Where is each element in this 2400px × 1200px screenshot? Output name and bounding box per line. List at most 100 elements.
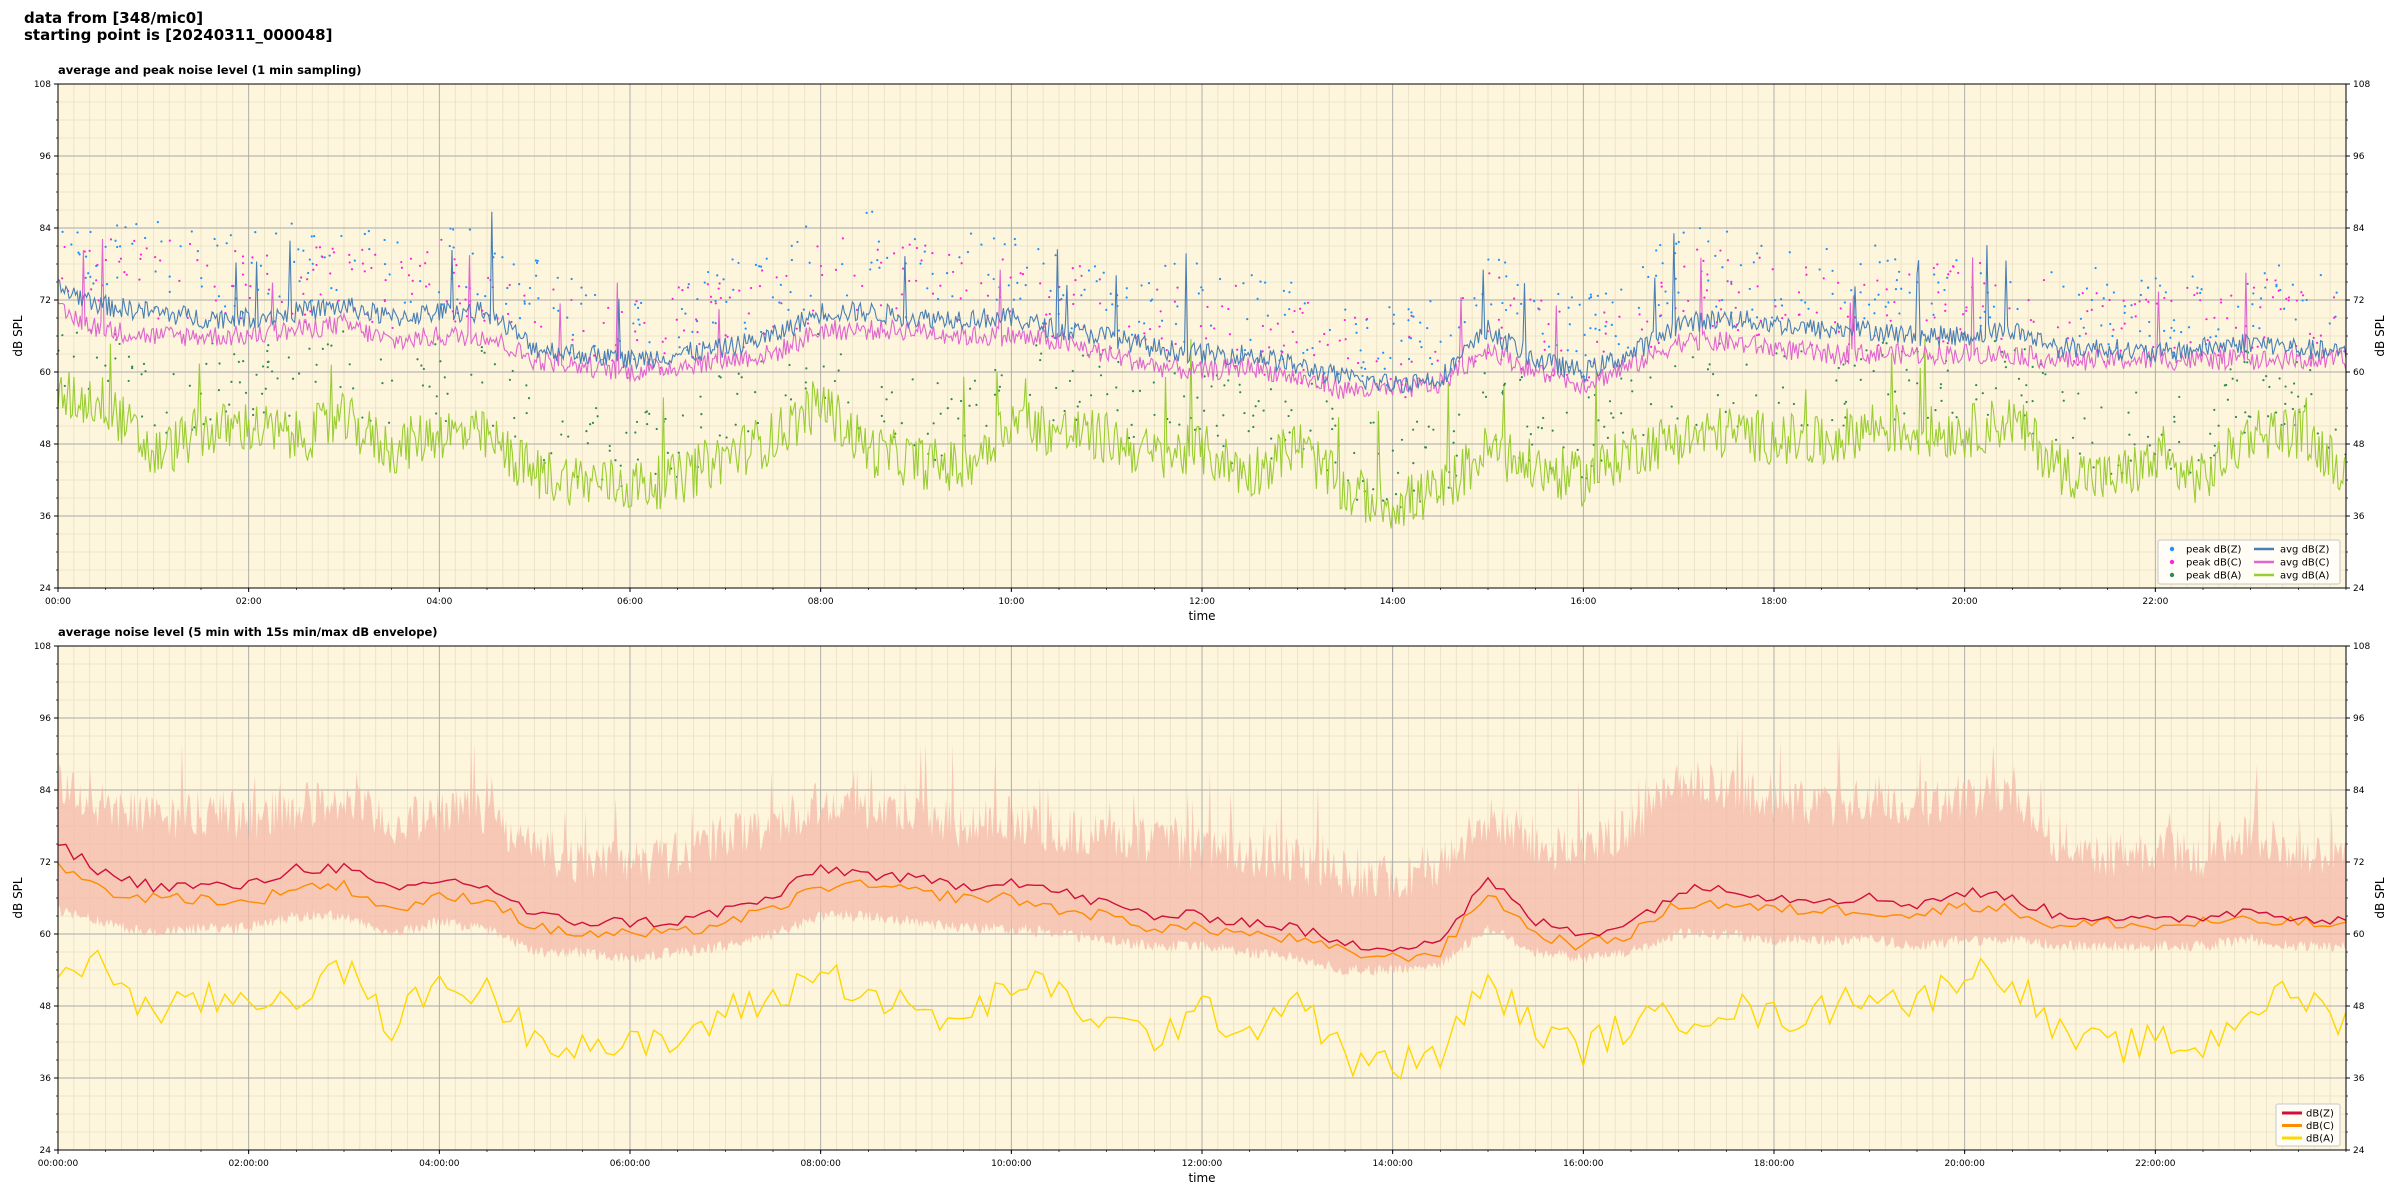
peak-point	[1807, 307, 1810, 310]
peak-point	[1893, 300, 1896, 304]
peak-point	[1529, 433, 1532, 436]
peak-point	[2199, 299, 2202, 302]
peak-point	[1366, 326, 1369, 330]
peak-point	[400, 260, 403, 264]
peak-point	[1218, 277, 1222, 281]
peak-point	[523, 300, 526, 303]
peak-point	[1930, 302, 1933, 305]
peak-point	[514, 435, 517, 438]
peak-point	[1318, 340, 1321, 343]
peak-point	[391, 326, 394, 330]
peak-point	[637, 318, 640, 321]
peak-point	[2050, 271, 2053, 274]
peak-point	[719, 376, 722, 379]
peak-point	[1410, 360, 1413, 363]
peak-point	[2134, 315, 2137, 318]
peak-point	[1298, 307, 1302, 310]
peak-point	[847, 401, 850, 404]
peak-point	[2016, 307, 2019, 311]
peak-point	[2305, 298, 2308, 302]
peak-point	[1683, 265, 1686, 268]
peak-point	[2265, 375, 2268, 378]
x-tick-label: 06:00:00	[610, 1159, 651, 1169]
peak-point	[718, 282, 721, 285]
peak-point	[95, 279, 98, 282]
peak-point	[471, 252, 474, 255]
peak-point	[1501, 301, 1504, 305]
peak-point	[267, 344, 270, 347]
peak-point	[1081, 354, 1085, 357]
peak-point	[1063, 409, 1066, 413]
peak-point	[418, 264, 422, 267]
peak-point	[1959, 328, 1962, 331]
peak-point	[661, 340, 664, 343]
peak-point	[2246, 282, 2249, 285]
peak-point	[241, 273, 245, 276]
peak-point	[542, 458, 546, 462]
peak-point	[1726, 280, 1729, 283]
peak-point	[2062, 399, 2065, 402]
peak-point	[196, 250, 199, 253]
peak-point	[1007, 284, 1010, 287]
peak-point	[1313, 353, 1316, 357]
peak-point	[2168, 448, 2171, 452]
peak-point	[2271, 296, 2275, 299]
peak-point	[1252, 414, 1255, 417]
peak-point	[1176, 305, 1179, 308]
peak-point	[1771, 268, 1774, 271]
peak-point	[2094, 266, 2097, 270]
peak-point	[1449, 334, 1452, 337]
peak-point	[1647, 275, 1650, 279]
peak-point	[140, 373, 143, 376]
peak-point	[348, 253, 351, 256]
peak-point	[790, 244, 793, 247]
y-tick-label-right: 96	[2353, 152, 2365, 162]
peak-point	[695, 320, 699, 323]
peak-point	[1372, 421, 1375, 424]
peak-point	[602, 321, 605, 325]
peak-point	[168, 239, 171, 242]
peak-point	[1610, 412, 1613, 415]
peak-point	[1484, 395, 1488, 398]
peak-point	[892, 252, 896, 255]
peak-point	[1434, 350, 1437, 353]
peak-point	[802, 308, 805, 311]
peak-point	[2274, 411, 2278, 414]
peak-point	[383, 238, 386, 242]
peak-point	[915, 246, 918, 250]
peak-point	[1943, 288, 1946, 292]
peak-point	[261, 392, 264, 395]
peak-point	[1102, 271, 1105, 274]
peak-point	[2123, 322, 2126, 325]
x-tick-label: 16:00	[1570, 597, 1596, 607]
peak-point	[2082, 326, 2085, 329]
peak-point	[267, 288, 271, 291]
peak-point	[1242, 282, 1245, 285]
peak-point	[1263, 373, 1266, 376]
peak-point	[144, 236, 147, 240]
peak-point	[216, 244, 219, 247]
peak-point	[1755, 316, 1759, 319]
peak-point	[2152, 345, 2155, 349]
peak-point	[1979, 324, 1982, 327]
peak-point	[743, 321, 746, 324]
peak-point	[816, 332, 820, 336]
y-tick-label-right: 48	[2353, 1002, 2365, 1012]
peak-point	[1105, 308, 1108, 311]
peak-point	[424, 262, 427, 265]
peak-point	[437, 291, 441, 294]
peak-point	[1736, 329, 1740, 332]
peak-point	[1568, 366, 1571, 369]
peak-point	[2214, 335, 2218, 338]
peak-point	[508, 283, 511, 287]
peak-point	[2237, 305, 2240, 308]
peak-point	[1083, 288, 1086, 291]
peak-point	[1543, 340, 1546, 343]
peak-point	[1936, 263, 1939, 266]
y-tick-label: 96	[40, 152, 52, 162]
peak-point	[1592, 443, 1595, 446]
peak-point	[1837, 330, 1840, 333]
peak-point	[2041, 371, 2045, 375]
peak-point	[1660, 281, 1663, 284]
peak-point	[265, 254, 269, 257]
